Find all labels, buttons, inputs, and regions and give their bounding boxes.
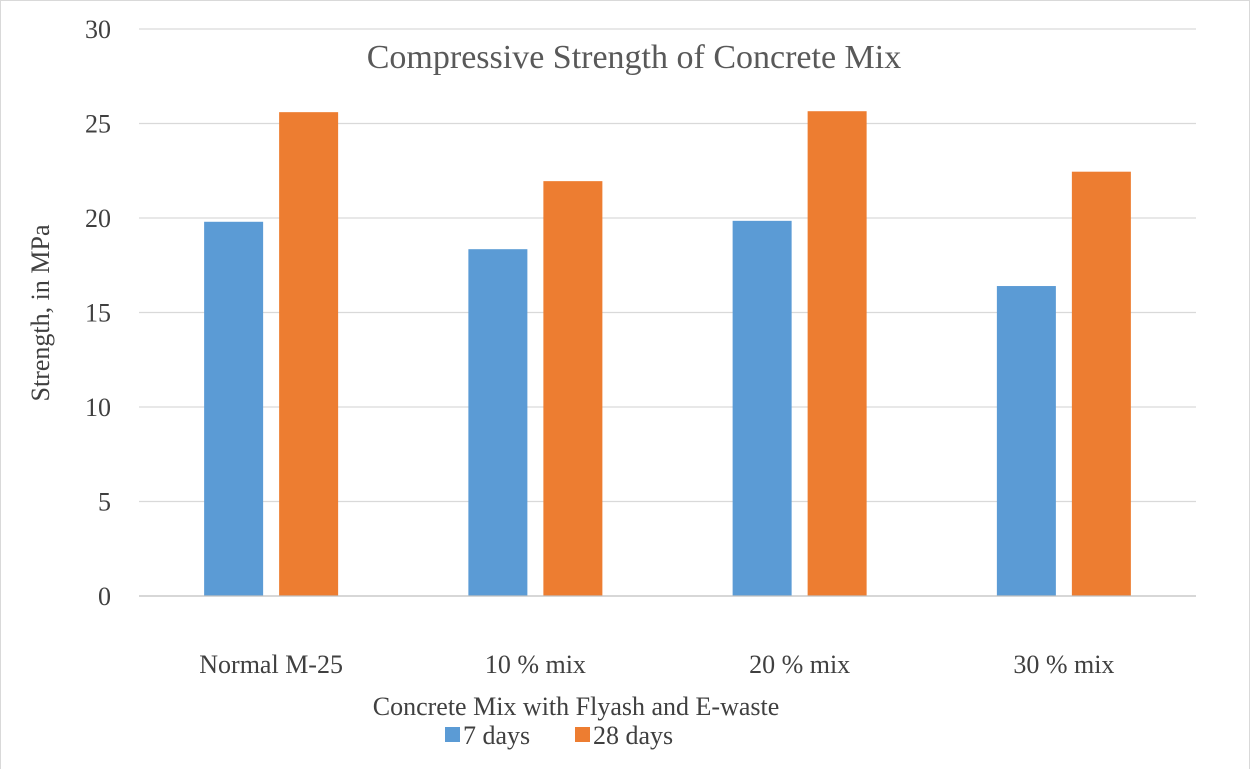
- bar-7-days-3: [996, 286, 1056, 596]
- bar-28-days-3: [1071, 171, 1131, 596]
- chart-title: Compressive Strength of Concrete Mix: [367, 39, 901, 76]
- legend-swatch: [575, 727, 590, 742]
- legend-label: 7 days: [463, 721, 530, 750]
- y-tick-label: 10: [85, 393, 111, 422]
- y-axis-title: Strength, in MPa: [26, 224, 55, 401]
- legend-swatch: [445, 727, 460, 742]
- bar-7-days-0: [204, 221, 264, 596]
- bar-28-days-0: [279, 112, 339, 596]
- x-tick-label: 30 % mix: [1013, 650, 1114, 679]
- bar-7-days-1: [468, 249, 528, 596]
- bar-28-days-2: [807, 111, 867, 596]
- y-tick-label: 30: [85, 15, 111, 44]
- x-tick-label: 10 % mix: [485, 650, 586, 679]
- legend-label: 28 days: [593, 721, 673, 750]
- x-tick-labels: Normal M-25 10 % mix 20 % mix 30 % mix: [199, 650, 1114, 679]
- x-tick-label: 20 % mix: [749, 650, 850, 679]
- bar-7-days-2: [732, 220, 792, 596]
- y-tick-labels: 0 5 10 15 20 25 30: [85, 15, 111, 611]
- bars: [204, 111, 1131, 596]
- bar-28-days-1: [543, 181, 603, 596]
- y-tick-label: 15: [85, 299, 111, 328]
- x-axis-title: Concrete Mix with Flyash and E-waste: [373, 692, 780, 721]
- legend: 7 days 28 days: [445, 721, 673, 750]
- y-tick-label: 0: [98, 582, 111, 611]
- y-tick-label: 25: [85, 110, 111, 139]
- x-tick-label: Normal M-25: [199, 650, 343, 679]
- y-tick-label: 5: [98, 488, 111, 517]
- y-tick-label: 20: [85, 204, 111, 233]
